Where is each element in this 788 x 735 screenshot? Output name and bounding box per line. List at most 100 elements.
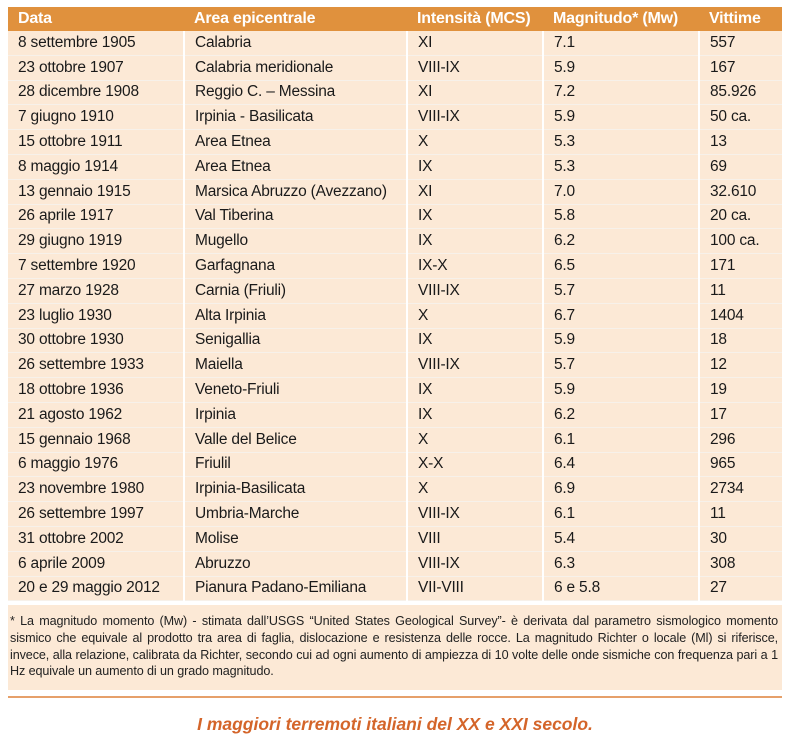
cell-intensity: XI <box>407 80 544 106</box>
cell-area: Reggio C. – Messina <box>184 80 408 106</box>
table-row: 13 gennaio 1915 Marsica Abruzzo (Avezzano… <box>8 179 782 205</box>
cell-date: 26 aprile 1917 <box>8 204 185 230</box>
cell-victims: 1404 <box>699 303 782 329</box>
table-row: 7 settembre 1920 Garfagnana IX-X 6.5 171 <box>8 253 782 279</box>
header-victims: Vittime <box>699 7 782 31</box>
cell-magnitude: 6.7 <box>543 303 700 329</box>
cell-area: Irpinia - Basilicata <box>184 104 408 131</box>
table-row: 23 luglio 1930 Alta Irpinia X 6.7 1404 <box>8 303 782 329</box>
cell-intensity: IX <box>407 377 544 403</box>
cell-magnitude: 5.8 <box>543 204 700 230</box>
cell-intensity: X <box>407 129 544 155</box>
cell-victims: 11 <box>699 501 782 527</box>
cell-date: 20 e 29 maggio 2012 <box>8 576 185 602</box>
cell-victims: 12 <box>699 352 782 379</box>
cell-date: 21 agosto 1962 <box>8 402 185 428</box>
cell-victims: 32.610 <box>699 179 782 205</box>
table-row: 20 e 29 maggio 2012 Pianura Padano-Emilia… <box>8 576 782 602</box>
cell-area: Garfagnana <box>184 253 408 279</box>
table-row: 27 marzo 1928 Carnia (Friuli) VIII-IX 5.7 11 <box>8 278 782 304</box>
cell-victims: 965 <box>699 452 782 478</box>
cell-intensity: VIII-IX <box>407 352 544 379</box>
cell-date: 18 ottobre 1936 <box>8 377 185 403</box>
cell-intensity: XI <box>407 179 544 205</box>
cell-intensity: VII-VIII <box>407 576 544 602</box>
cell-date: 15 gennaio 1968 <box>8 427 185 453</box>
cell-victims: 30 <box>699 526 782 552</box>
cell-magnitude: 6.4 <box>543 452 700 478</box>
cell-victims: 557 <box>699 31 782 56</box>
cell-intensity: X <box>407 303 544 329</box>
cell-intensity: VIII <box>407 526 544 552</box>
cell-date: 8 settembre 1905 <box>8 31 185 56</box>
cell-date: 7 giugno 1910 <box>8 104 185 131</box>
cell-date: 6 maggio 1976 <box>8 452 185 478</box>
cell-victims: 2734 <box>699 476 782 503</box>
table-row: 21 agosto 1962 Irpinia IX 6.2 17 <box>8 402 782 428</box>
cell-intensity: IX-X <box>407 253 544 279</box>
cell-victims: 100 ca. <box>699 228 782 255</box>
cell-area: Alta Irpinia <box>184 303 408 329</box>
cell-victims: 20 ca. <box>699 204 782 230</box>
cell-date: 30 ottobre 1930 <box>8 328 185 354</box>
cell-victims: 308 <box>699 551 782 577</box>
cell-magnitude: 5.9 <box>543 328 700 354</box>
cell-area: Pianura Padano-Emiliana <box>184 576 408 602</box>
cell-victims: 69 <box>699 154 782 180</box>
cell-victims: 296 <box>699 427 782 453</box>
cell-date: 27 marzo 1928 <box>8 278 185 304</box>
cell-victims: 18 <box>699 328 782 354</box>
cell-date: 29 giugno 1919 <box>8 228 185 255</box>
cell-magnitude: 5.3 <box>543 129 700 155</box>
earthquake-table: Data Area epicentrale Intensità (MCS) Ma… <box>8 7 782 602</box>
cell-date: 6 aprile 2009 <box>8 551 185 577</box>
cell-area: Irpinia <box>184 402 408 428</box>
cell-magnitude: 6.1 <box>543 427 700 453</box>
cell-area: Carnia (Friuli) <box>184 278 408 304</box>
cell-area: Calabria <box>184 31 408 56</box>
cell-magnitude: 5.3 <box>543 154 700 180</box>
cell-area: Maiella <box>184 352 408 379</box>
header-date: Data <box>8 7 184 31</box>
table-caption: I maggiori terremoti italiani del XX e X… <box>197 713 593 734</box>
cell-date: 28 dicembre 1908 <box>8 80 185 106</box>
cell-area: Irpinia-Basilicata <box>184 476 408 503</box>
cell-magnitude: 7.0 <box>543 179 700 205</box>
cell-victims: 167 <box>699 55 782 81</box>
cell-date: 23 novembre 1980 <box>8 476 185 503</box>
cell-area: Area Etnea <box>184 129 408 155</box>
cell-magnitude: 6.1 <box>543 501 700 527</box>
cell-magnitude: 6.2 <box>543 402 700 428</box>
table-row: 15 ottobre 1911 Area Etnea X 5.3 13 <box>8 129 782 155</box>
cell-area: Abruzzo <box>184 551 408 577</box>
header-row: Data Area epicentrale Intensità (MCS) Ma… <box>8 7 782 31</box>
footnote: * La magnitudo momento (Mw) - stimata da… <box>8 605 782 690</box>
cell-magnitude: 5.9 <box>543 104 700 131</box>
table-row: 18 ottobre 1936 Veneto-Friuli IX 5.9 19 <box>8 377 782 403</box>
header-magnitude: Magnitudo* (Mw) <box>543 7 699 31</box>
cell-area: Friulil <box>184 452 408 478</box>
cell-intensity: IX <box>407 328 544 354</box>
header-intensity: Intensità (MCS) <box>407 7 543 31</box>
table-row: 7 giugno 1910 Irpinia - Basilicata VIII-IX… <box>8 104 782 131</box>
cell-intensity: VIII-IX <box>407 551 544 577</box>
cell-date: 31 ottobre 2002 <box>8 526 185 552</box>
table-row: 8 settembre 1905 Calabria XI 7.1 557 <box>8 31 782 56</box>
cell-area: Mugello <box>184 228 408 255</box>
cell-victims: 19 <box>699 377 782 403</box>
cell-date: 23 luglio 1930 <box>8 303 185 329</box>
table-row: 26 settembre 1997 Umbria-Marche VIII-IX 6.1… <box>8 501 782 527</box>
cell-area: Area Etnea <box>184 154 408 180</box>
table-row: 15 gennaio 1968 Valle del Belice X 6.1 296 <box>8 427 782 453</box>
cell-area: Val Tiberina <box>184 204 408 230</box>
table-row: 29 giugno 1919 Mugello IX 6.2 100 ca. <box>8 228 782 255</box>
cell-area: Calabria meridionale <box>184 55 408 81</box>
table-body: 8 settembre 1905 Calabria XI 7.1 557 23 ottob… <box>8 31 782 602</box>
cell-date: 15 ottobre 1911 <box>8 129 185 155</box>
cell-intensity: X <box>407 427 544 453</box>
cell-victims: 11 <box>699 278 782 304</box>
table-row: 6 aprile 2009 Abruzzo VIII-IX 6.3 308 <box>8 551 782 577</box>
cell-magnitude: 5.7 <box>543 278 700 304</box>
cell-intensity: IX <box>407 154 544 180</box>
cell-magnitude: 5.7 <box>543 352 700 379</box>
